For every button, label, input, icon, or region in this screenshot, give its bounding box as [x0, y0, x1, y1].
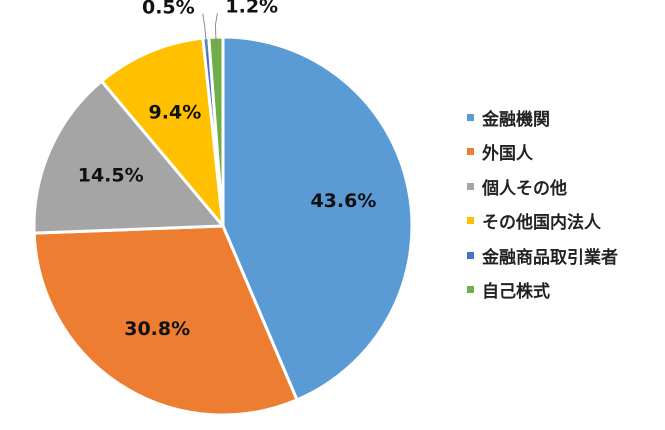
data-label-2: 30.8% [124, 318, 190, 340]
data-label-3: 14.5% [78, 165, 144, 187]
leader-line-5 [202, 13, 208, 53]
legend-label-5: 金融商品取引業者 [482, 247, 618, 268]
legend-label-6: 自己株式 [482, 282, 550, 303]
data-labels: 43.6% 30.8% 14.5% 9.4% 0.5% 1.2% [78, 0, 377, 340]
legend-swatch-3 [467, 182, 474, 190]
pie-slice-4 [100, 36, 225, 228]
data-label-1: 43.6% [310, 190, 376, 212]
leader-line-6 [214, 13, 218, 53]
data-label-6: 1.2% [225, 0, 278, 18]
legend-swatch-6 [467, 286, 474, 294]
legend: 金融機関外国人個人その他その他国内法人 金融商品取引業者 自己株式 [467, 100, 618, 307]
pie-slices [32, 35, 414, 417]
pie-slice-1 [221, 35, 414, 402]
data-label-4: 9.4% [149, 101, 202, 123]
data-label-5: 0.5% [142, 0, 195, 18]
legend-label-1: 金融機関 [482, 109, 550, 130]
legend-swatch-2 [467, 148, 474, 156]
legend-item-6: 自己株式 [467, 273, 618, 308]
legend-swatch-5 [467, 251, 474, 259]
legend-swatch-1 [467, 113, 474, 121]
legend-label-4: その他国内法人 [482, 213, 601, 234]
legend-item-2: 外国人 [467, 135, 618, 170]
legend-item-1: 金融機関 [467, 100, 618, 135]
legend-label-2: 外国人 [482, 144, 533, 165]
legend-item-5: 金融商品取引業者 [467, 238, 618, 273]
legend-item-4: その他国内法人 [467, 204, 618, 239]
legend-swatch-4 [467, 217, 474, 225]
pie-slice-3 [32, 79, 225, 235]
leader-lines [202, 13, 218, 53]
legend-label-3: 個人その他 [482, 178, 567, 199]
legend-item-3: 個人その他 [467, 169, 618, 204]
pie-slice-2 [32, 224, 299, 417]
